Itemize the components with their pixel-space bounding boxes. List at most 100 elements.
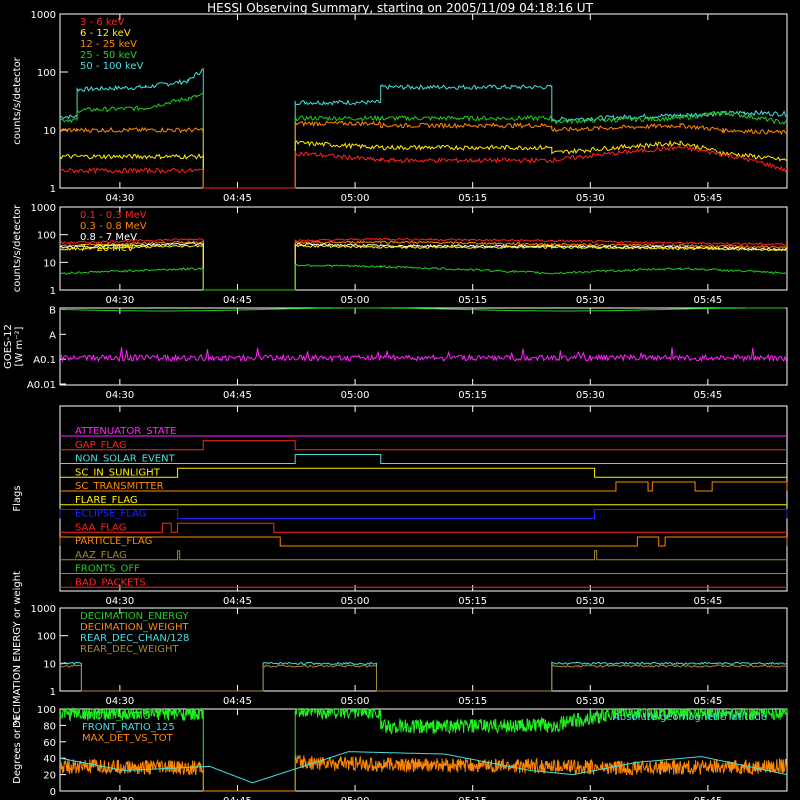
- goes-xtick-label: 05:30: [576, 390, 605, 401]
- flag-label: AAZ_FLAG: [75, 550, 127, 561]
- flag-line: [60, 440, 787, 451]
- goes-ytick-label: A0.1: [33, 355, 56, 366]
- goes-xtick-label: 05:00: [341, 390, 370, 401]
- legend-entry: DECIMATION_ENERGY: [80, 611, 189, 622]
- highE-xtick-label: 05:30: [576, 295, 605, 306]
- series-line: [59, 120, 788, 189]
- highE-xtick-label: 05:00: [341, 295, 370, 306]
- flag-label: NON_SOLAR_EVENT: [75, 454, 176, 465]
- flag-line: [59, 509, 788, 519]
- decim-ylabel: DECIMATION ENERGY or weight: [12, 571, 23, 728]
- decim-xtick-label: 05:00: [341, 696, 370, 707]
- flag-line: [60, 481, 788, 492]
- highE-xtick-label: 05:45: [693, 295, 722, 306]
- flag-line: [60, 454, 787, 464]
- flag-label: PARTICLE_FLAG: [75, 536, 152, 547]
- highE-ytick-label: 1000: [31, 203, 56, 214]
- series-line: [59, 93, 788, 189]
- highE-ylabel: counts/s/detector: [12, 204, 23, 292]
- goes-series-line: [60, 307, 787, 312]
- highE-ytick-label: 1: [50, 286, 56, 297]
- goes-ylabel-units: [W m⁻²]: [14, 326, 25, 366]
- series-line: [59, 239, 788, 291]
- series-line: [59, 237, 788, 291]
- decim-xtick-label: 05:45: [693, 696, 722, 707]
- flags-xtick-label: 05:00: [341, 596, 370, 607]
- ratio-annotation: Absolute geomagnetic latitude: [613, 712, 767, 723]
- series-line: [59, 663, 788, 692]
- lowE-xtick-label: 04:45: [223, 193, 252, 204]
- decim-xtick-label: 05:15: [458, 696, 487, 707]
- legend-entry: 0.3 - 0.8 MeV: [80, 221, 147, 232]
- flags-xtick-label: 04:45: [223, 596, 252, 607]
- highE-xtick-label: 04:30: [105, 295, 134, 306]
- ratio-xtick-label: 05:15: [458, 796, 487, 800]
- ratio-legend-entry: FRONT_RATIO: [82, 711, 151, 722]
- ratio-ytick-label: 60: [43, 738, 56, 749]
- ratio-xtick-label: 04:30: [105, 796, 134, 800]
- flag-label: ECLIPSE_FLAG: [75, 509, 146, 520]
- goes-xtick-label: 04:30: [105, 390, 134, 401]
- ratio-ytick-label: 100: [37, 705, 56, 716]
- ratio-ytick-label: 20: [43, 771, 56, 782]
- series-line: [59, 67, 787, 189]
- highE-frame: [59, 206, 788, 291]
- decim-ytick-label: 1: [50, 687, 56, 698]
- chart-title: HESSI Observing Summary, starting on 200…: [207, 1, 593, 15]
- goes-ytick-label: A: [49, 330, 56, 341]
- decim-ytick-label: 10: [43, 659, 56, 670]
- legend-entry: 7 - 20 MeV: [80, 243, 134, 254]
- legend-entry: 0.8 - 7 MeV: [80, 232, 137, 243]
- flag-label: ATTENUATOR_STATE: [75, 426, 176, 437]
- flag-line: [60, 467, 787, 478]
- legend-entry: 12 - 25 keV: [80, 39, 137, 50]
- lowE-ylabel: counts/s/detector: [12, 56, 23, 144]
- decim-xtick-label: 04:30: [105, 696, 134, 707]
- decim-ytick-label: 1000: [31, 604, 56, 615]
- legend-entry: REAR_DEC_CHAN/128: [80, 633, 189, 644]
- series-line: [59, 661, 788, 692]
- flag-line: [59, 536, 788, 547]
- flag-label: SC_IN_SUNLIGHT: [75, 467, 161, 478]
- legend-entry: 25 - 50 keV: [80, 50, 137, 61]
- flags-xtick-label: 05:45: [693, 596, 722, 607]
- decim-xtick-label: 05:30: [576, 696, 605, 707]
- series-line: [59, 263, 787, 291]
- lowE-frame: [59, 13, 788, 189]
- decim-ytick-label: 100: [37, 632, 56, 643]
- ratio-ytick-label: 40: [43, 754, 56, 765]
- goes-ytick-label: A0.01: [27, 380, 56, 391]
- goes-xtick-label: 05:15: [458, 390, 487, 401]
- ratio-series-line: [59, 751, 788, 784]
- goes-frame: [59, 307, 788, 386]
- highE-xtick-label: 05:15: [458, 295, 487, 306]
- lowE-xtick-label: 05:30: [576, 193, 605, 204]
- ratio-legend-entry: MAX_DET_VS_TOT: [82, 733, 174, 744]
- legend-entry: 50 - 100 keV: [80, 61, 144, 72]
- highE-ytick-label: 10: [43, 258, 56, 269]
- ratio-ytick-label: 0: [50, 787, 56, 798]
- lowE-xtick-label: 05:45: [693, 193, 722, 204]
- series-line: [59, 145, 788, 189]
- legend-entry: REAR_DEC_WEIGHT: [80, 644, 179, 655]
- flag-label: FRONTS_OFF: [75, 564, 140, 575]
- flags-xtick-label: 04:30: [105, 596, 134, 607]
- ratio-frame: [59, 708, 788, 792]
- lowE-ytick-label: 1000: [31, 10, 56, 21]
- ratio-xtick-label: 05:45: [693, 796, 722, 800]
- ratio-ytick-label: 80: [43, 721, 56, 732]
- flags-xtick-label: 05:15: [458, 596, 487, 607]
- flag-label: BAD_PACKETS: [75, 577, 146, 588]
- flag-label: SC_TRANSMITTER: [75, 481, 164, 492]
- ratio-legend-entry: FRONT_RATIO_125: [82, 722, 175, 733]
- decim-xtick-label: 04:45: [223, 696, 252, 707]
- ratio-xtick-label: 05:30: [576, 796, 605, 800]
- legend-entry: 3 - 6 keV: [80, 17, 124, 28]
- flags-frame: [59, 405, 788, 592]
- lowE-ytick-label: 10: [43, 126, 56, 137]
- goes-xtick-label: 05:45: [693, 390, 722, 401]
- goes-ytick-label: B: [49, 305, 56, 316]
- flag-label: FLARE_FLAG: [75, 495, 138, 506]
